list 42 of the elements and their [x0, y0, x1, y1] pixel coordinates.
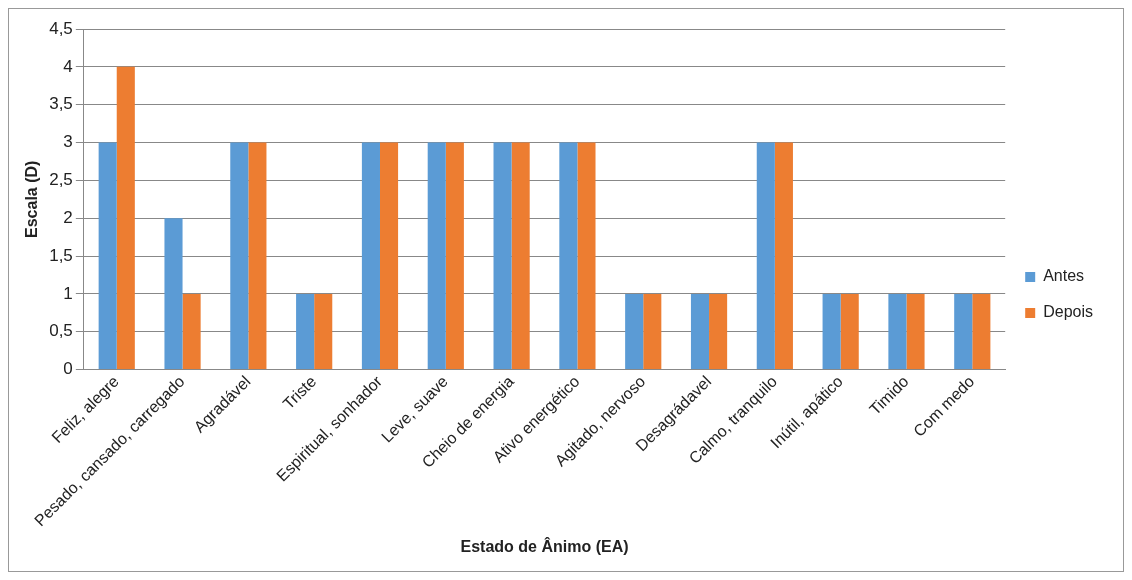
bar [493, 142, 512, 370]
y-tick-label: 3,5 [49, 94, 73, 114]
bar [709, 293, 728, 370]
y-tick-label: 2,5 [49, 170, 73, 190]
bar [164, 218, 183, 370]
bar [296, 293, 315, 370]
legend-label: Depois [1043, 303, 1094, 321]
bar [116, 66, 135, 370]
y-tick-label: 4,5 [49, 18, 73, 38]
y-tick-label: 0,5 [49, 321, 73, 341]
y-axis-title: Escala (D) [23, 160, 41, 238]
bar [314, 293, 333, 370]
bar [511, 142, 530, 370]
bar [248, 142, 267, 370]
bar [774, 142, 793, 370]
bar [840, 293, 859, 370]
bar [559, 142, 578, 370]
y-tick-label: 2 [63, 207, 73, 227]
bar [182, 293, 201, 370]
y-tick-label: 1 [63, 283, 73, 303]
legend-label: Antes [1043, 267, 1085, 285]
bar [756, 142, 775, 370]
bar [643, 293, 662, 370]
bar [906, 293, 925, 370]
y-tick-label: 0 [63, 359, 73, 379]
x-axis-title: Estado de Ânimo (EA) [460, 536, 629, 555]
bar [445, 142, 464, 370]
bar [972, 293, 991, 370]
y-tick-label: 4 [63, 56, 73, 76]
bar [888, 293, 907, 370]
y-tick-label: 3 [63, 132, 73, 152]
bar [577, 142, 596, 370]
bar [954, 293, 973, 370]
bar [98, 142, 117, 370]
bar [361, 142, 380, 370]
bar [230, 142, 249, 370]
y-tick-label: 1,5 [49, 245, 73, 265]
bar [690, 293, 710, 370]
bar [427, 142, 446, 370]
bar [822, 293, 841, 370]
bar [625, 293, 644, 370]
bar [379, 142, 399, 370]
